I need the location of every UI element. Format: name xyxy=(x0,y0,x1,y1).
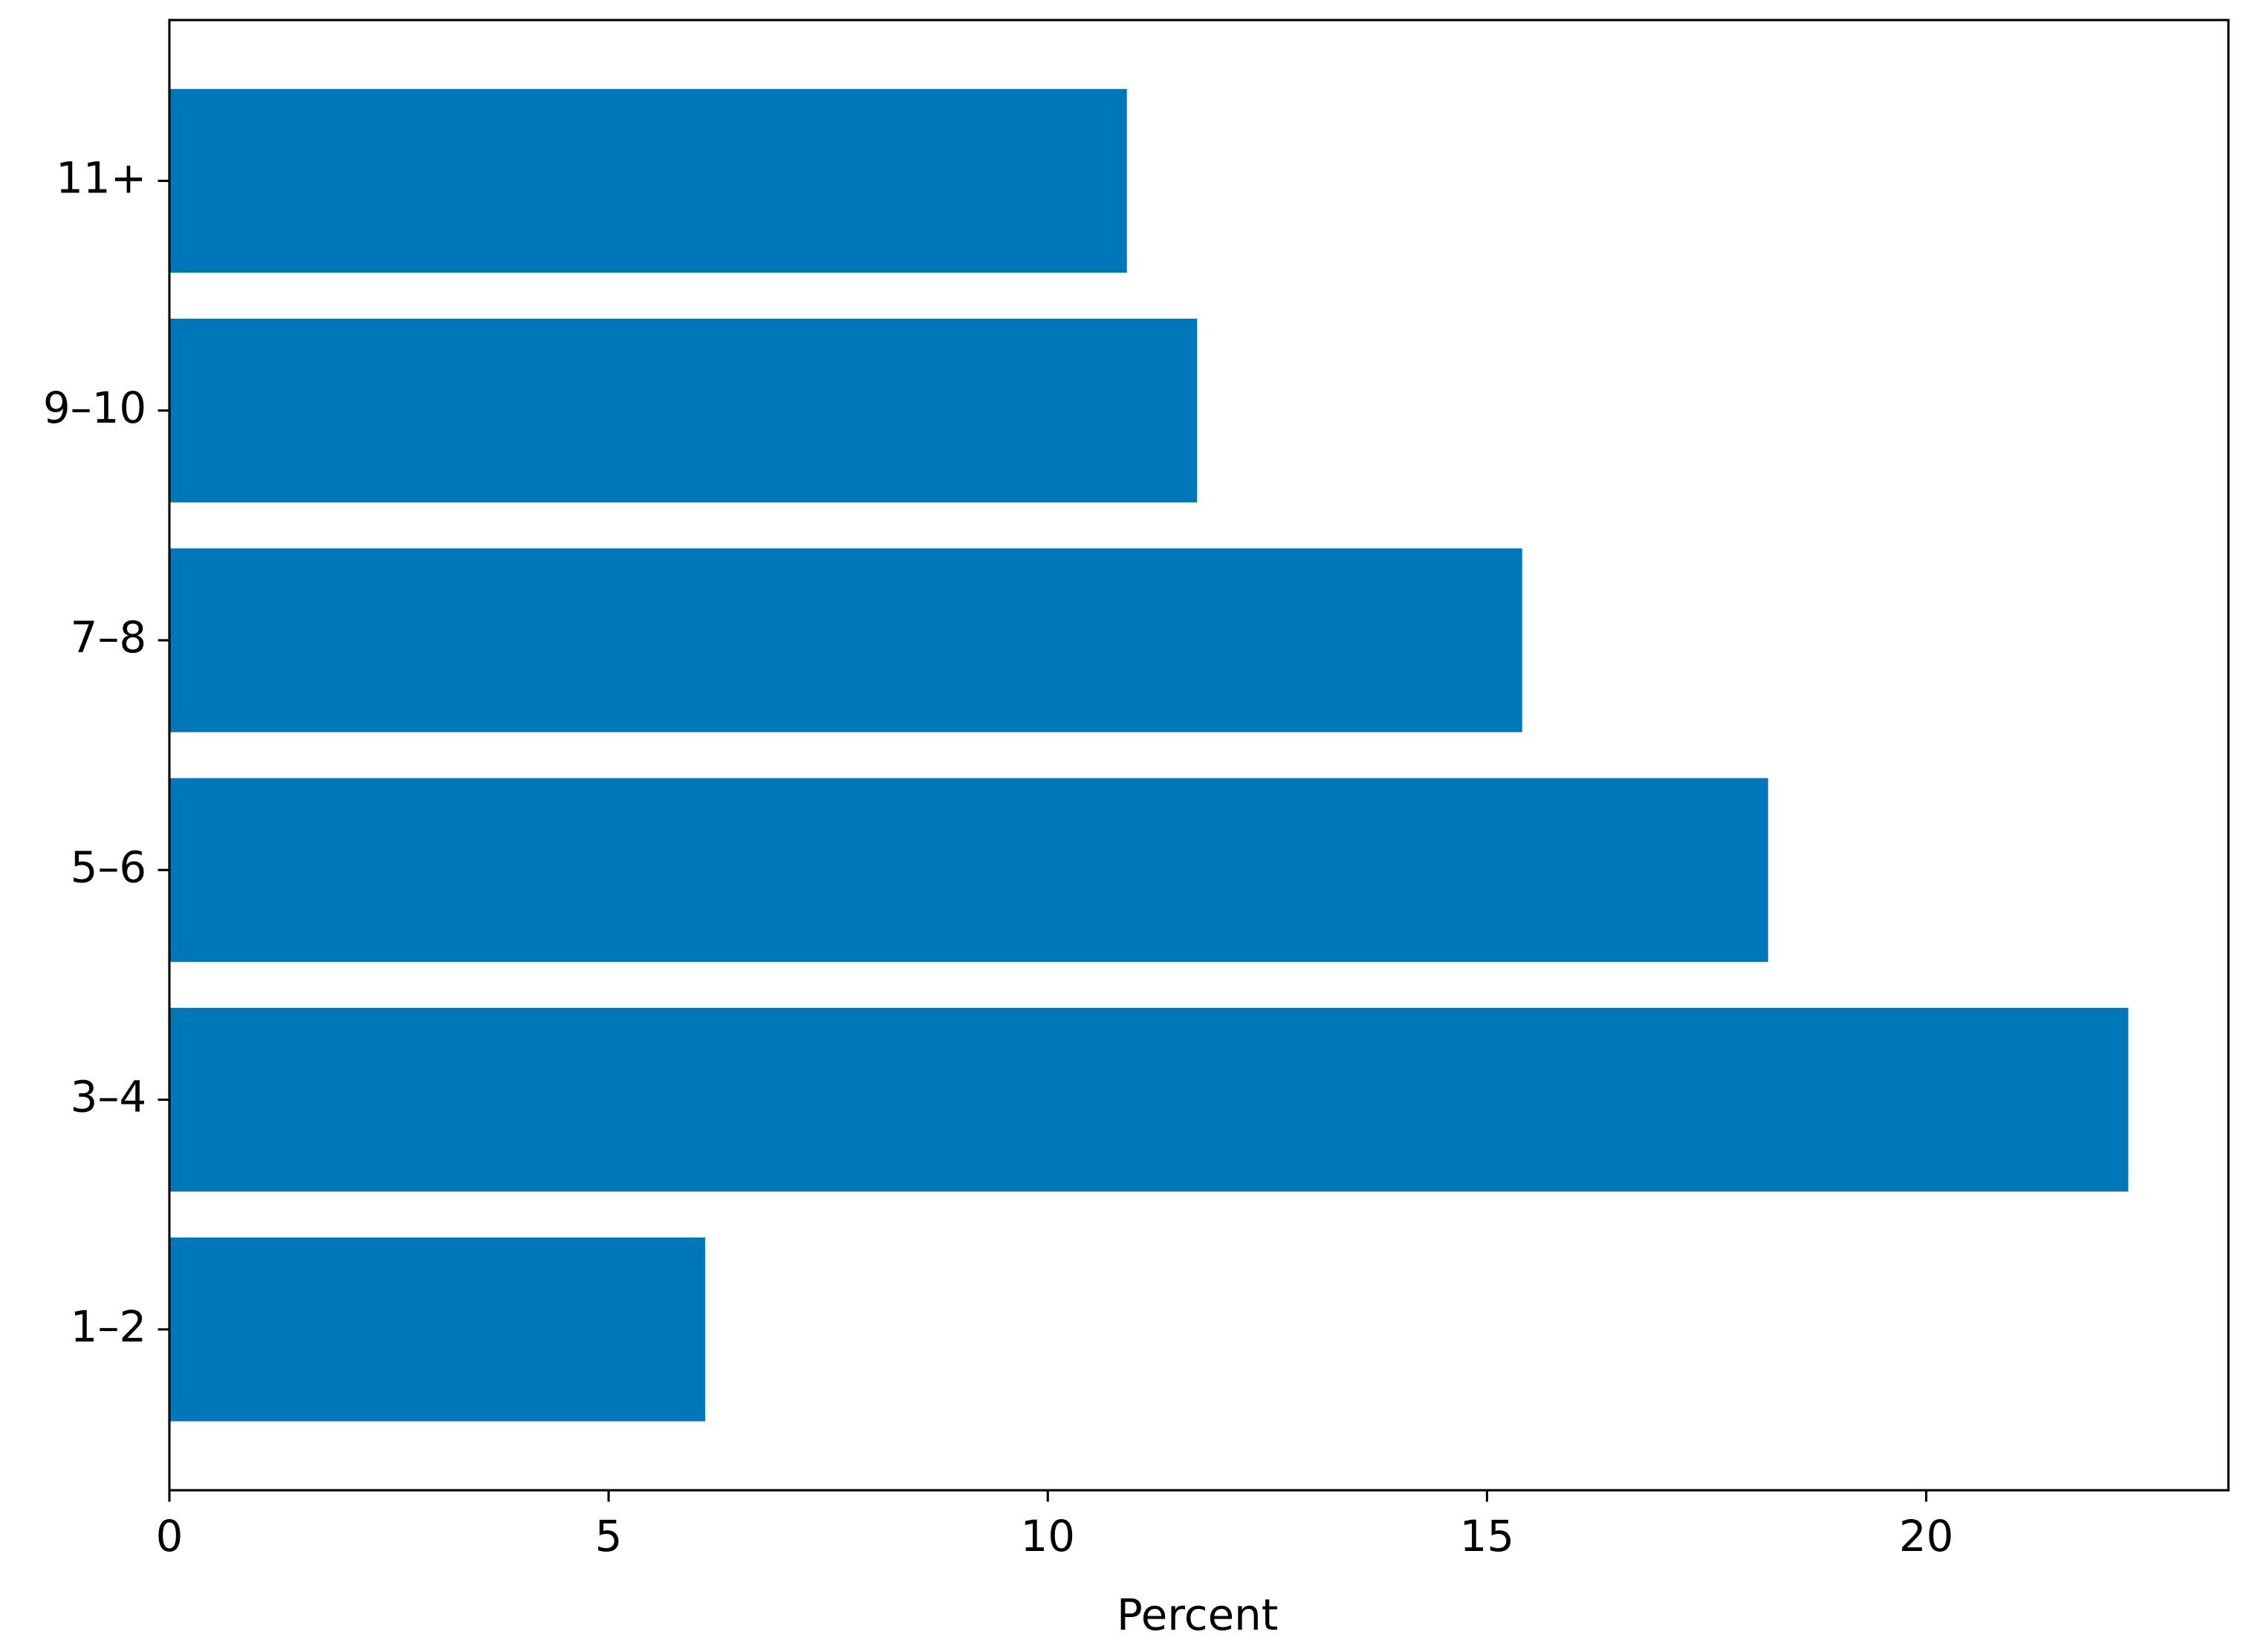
bar xyxy=(169,1238,706,1422)
plot-frame xyxy=(168,19,2230,1492)
y-tick-label: 7–8 xyxy=(71,612,146,663)
y-tick-label: 9–10 xyxy=(43,383,146,433)
bar xyxy=(169,88,1127,273)
x-tick-label: 20 xyxy=(1899,1511,1954,1561)
bar xyxy=(169,548,1522,732)
x-tick-label: 0 xyxy=(156,1511,184,1561)
bar xyxy=(169,778,1768,962)
x-tick-label: 15 xyxy=(1460,1511,1515,1561)
y-tick-label: 11+ xyxy=(56,153,146,204)
x-tick-label: 10 xyxy=(1021,1511,1076,1561)
y-tick-label: 1–2 xyxy=(71,1301,146,1352)
bar xyxy=(169,319,1198,503)
x-axis-label: Percent xyxy=(1117,1590,1278,1640)
x-tick-label: 5 xyxy=(595,1511,623,1561)
y-tick-label: 5–6 xyxy=(71,842,146,892)
y-tick-label: 3–4 xyxy=(71,1072,146,1122)
bar xyxy=(169,1007,2129,1192)
